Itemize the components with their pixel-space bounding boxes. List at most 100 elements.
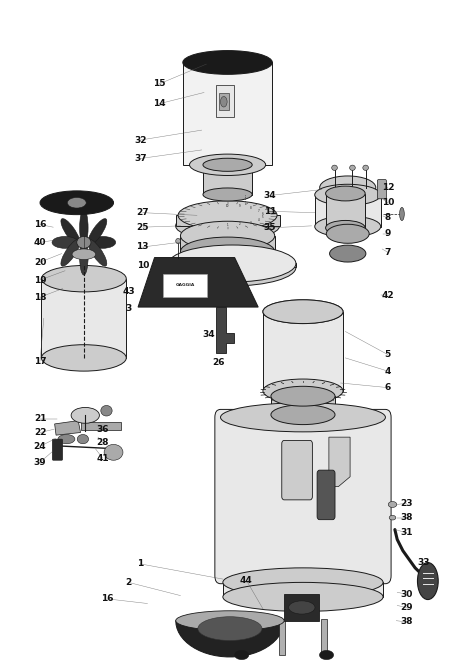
Text: 19: 19 [34,276,46,284]
Ellipse shape [169,245,296,282]
Ellipse shape [235,650,249,660]
Text: 37: 37 [134,154,147,163]
Ellipse shape [178,201,277,230]
Polygon shape [138,257,258,307]
Ellipse shape [190,154,265,176]
Polygon shape [329,437,350,487]
Text: 40: 40 [34,238,46,247]
Text: GAGGIA: GAGGIA [175,283,195,287]
Ellipse shape [263,379,343,403]
Ellipse shape [181,221,275,251]
Bar [223,582,383,597]
Ellipse shape [263,300,343,324]
Polygon shape [216,307,234,353]
Text: 21: 21 [34,414,46,423]
Text: 34: 34 [202,330,215,339]
Text: 7: 7 [257,209,259,213]
Bar [315,195,381,227]
Ellipse shape [363,165,368,170]
Text: 32: 32 [134,135,146,145]
Ellipse shape [88,239,107,266]
Text: 29: 29 [401,603,413,612]
Ellipse shape [329,245,366,262]
Text: 1: 1 [227,223,228,227]
Ellipse shape [67,198,86,208]
Text: 9: 9 [239,204,241,208]
Text: 41: 41 [96,453,109,463]
Text: 4: 4 [257,218,259,222]
Ellipse shape [319,650,334,660]
Ellipse shape [319,176,376,199]
Ellipse shape [176,239,181,244]
Bar [176,215,280,226]
Ellipse shape [61,219,80,245]
Ellipse shape [77,434,89,444]
Text: 22: 22 [34,428,46,437]
Ellipse shape [332,165,337,170]
Ellipse shape [326,224,369,243]
Ellipse shape [388,501,397,507]
FancyBboxPatch shape [377,180,386,199]
Text: 8: 8 [385,213,391,223]
Text: 18: 18 [34,292,46,302]
Text: 31: 31 [401,528,413,538]
Ellipse shape [263,300,343,324]
Text: 38: 38 [401,617,413,627]
Text: 9: 9 [384,229,391,238]
Ellipse shape [198,617,262,640]
Text: 4: 4 [384,367,391,376]
Text: 28: 28 [96,438,109,447]
Ellipse shape [183,50,273,74]
Ellipse shape [220,403,385,432]
Ellipse shape [101,406,112,416]
Ellipse shape [289,601,315,614]
Ellipse shape [271,387,335,406]
Bar [216,86,234,117]
Text: 20: 20 [34,258,46,267]
Text: 38: 38 [401,513,413,522]
Bar [326,194,365,228]
Ellipse shape [77,237,91,249]
Text: 10: 10 [137,261,149,270]
Ellipse shape [220,96,227,107]
Ellipse shape [389,515,396,520]
Ellipse shape [71,408,100,423]
Text: 43: 43 [122,287,135,296]
Bar [279,619,284,655]
Text: 24: 24 [34,442,46,451]
Ellipse shape [72,249,96,259]
Text: 15: 15 [153,80,165,88]
Text: 1: 1 [137,560,144,568]
Ellipse shape [418,563,438,599]
Text: 17: 17 [34,357,46,366]
Text: 5: 5 [385,350,391,359]
Text: 10: 10 [226,204,229,208]
Polygon shape [55,420,81,435]
Ellipse shape [176,211,280,241]
Ellipse shape [104,444,123,460]
Text: 8: 8 [250,206,251,210]
Text: 3: 3 [250,221,251,225]
Ellipse shape [41,345,126,371]
Text: 39: 39 [34,457,46,467]
Text: 13: 13 [137,243,149,251]
Ellipse shape [203,158,252,171]
Text: 35: 35 [264,223,276,232]
Ellipse shape [315,184,381,206]
Bar [181,236,275,252]
Bar [183,62,273,165]
Ellipse shape [52,237,78,249]
Ellipse shape [271,405,335,424]
Text: 11: 11 [264,207,276,216]
Bar [219,93,228,109]
Ellipse shape [223,568,383,597]
Ellipse shape [223,582,383,611]
Text: 10: 10 [382,198,394,208]
Bar [169,263,296,267]
FancyBboxPatch shape [317,470,335,520]
Ellipse shape [88,219,107,245]
Text: 26: 26 [212,358,224,367]
Text: 33: 33 [417,558,429,567]
Polygon shape [81,422,120,430]
Ellipse shape [326,186,365,201]
